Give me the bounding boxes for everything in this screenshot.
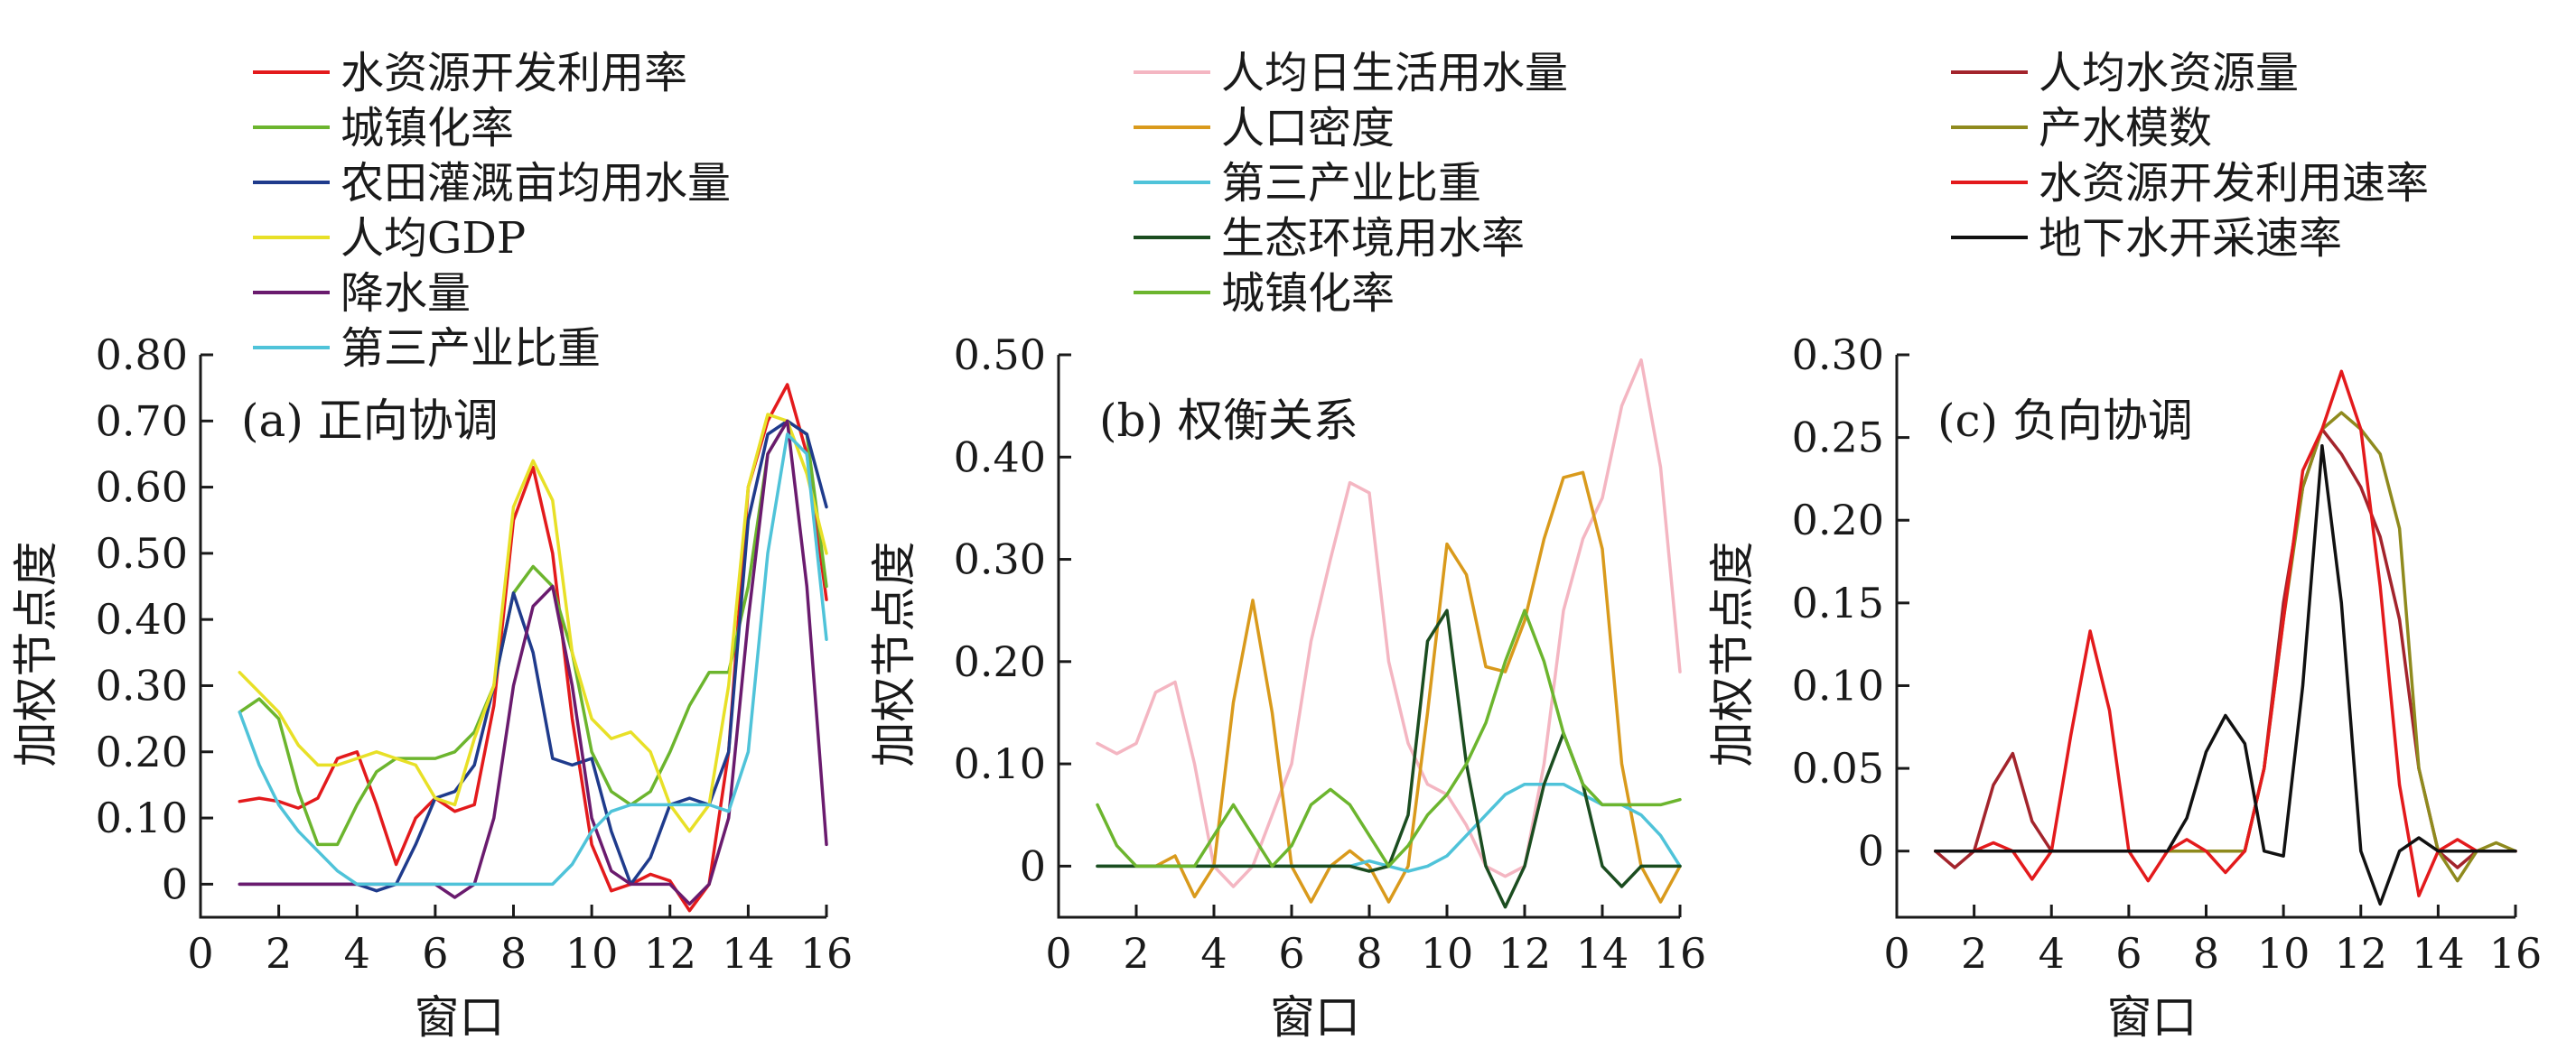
x-tick-label: 10 bbox=[2257, 929, 2310, 978]
x-tick-label: 0 bbox=[1883, 929, 1909, 978]
series-line bbox=[238, 413, 828, 833]
legend-label: 第三产业比重 bbox=[341, 323, 601, 374]
y-tick-label: 0.15 bbox=[1792, 579, 1884, 627]
x-tick-label: 6 bbox=[2115, 929, 2142, 978]
series-line bbox=[1934, 369, 2517, 897]
x-tick-label: 8 bbox=[2193, 929, 2219, 978]
x-tick-label: 2 bbox=[1123, 929, 1149, 978]
x-tick-label: 8 bbox=[1356, 929, 1382, 978]
y-tick-label: 0.40 bbox=[96, 595, 188, 644]
y-tick-label: 0 bbox=[1858, 827, 1884, 876]
y-tick-label: 0.60 bbox=[96, 463, 188, 512]
series-line bbox=[238, 419, 828, 893]
series-line bbox=[238, 432, 828, 887]
y-tick-label: 0.30 bbox=[954, 535, 1046, 584]
legend-label: 地下水开采速率 bbox=[2039, 213, 2342, 264]
x-tick-label: 2 bbox=[1961, 929, 1987, 978]
series-line bbox=[1096, 470, 1682, 904]
chart-panel-3: 0 2 4 6 8 10 12 14 16 0 0.05 0.10 0.15 0.20 0.25 0.30 窗口… bbox=[1706, 48, 2542, 1044]
y-tick-label: 0.10 bbox=[96, 794, 188, 842]
y-tick-label: 0.80 bbox=[96, 330, 188, 379]
legend-label: 水资源开发利用率 bbox=[341, 48, 687, 98]
x-tick-label: 12 bbox=[2334, 929, 2387, 978]
legend-label: 水资源开发利用速率 bbox=[2039, 158, 2429, 209]
x-axis-title: 窗口 bbox=[415, 991, 505, 1044]
x-tick-label: 4 bbox=[344, 929, 370, 978]
legend-label: 人均水资源量 bbox=[2039, 48, 2299, 98]
x-tick-label: 12 bbox=[643, 929, 696, 978]
panel-label: (b) 权衡关系 bbox=[1099, 395, 1358, 447]
legend-label: 农田灌溉亩均用水量 bbox=[341, 158, 731, 209]
x-tick-label: 16 bbox=[1654, 929, 1707, 978]
y-tick-label: 0.25 bbox=[1792, 413, 1884, 462]
legend-label: 降水量 bbox=[341, 268, 471, 319]
x-tick-label: 2 bbox=[266, 929, 292, 978]
y-axis-title: 加权节点度 bbox=[10, 542, 62, 767]
y-tick-label: 0.30 bbox=[96, 661, 188, 710]
x-tick-label: 16 bbox=[800, 929, 854, 978]
y-tick-label: 0.20 bbox=[1792, 496, 1884, 544]
y-tick-label: 0.20 bbox=[954, 637, 1046, 686]
y-tick-label: 0.70 bbox=[96, 396, 188, 445]
x-tick-label: 14 bbox=[1576, 929, 1629, 978]
legend-label: 生态环境用水率 bbox=[1221, 213, 1525, 264]
legend-label: 城镇化率 bbox=[1221, 268, 1395, 319]
x-tick-label: 12 bbox=[1498, 929, 1552, 978]
chart-panel-1: 0 2 4 6 8 10 12 14 16 0 0.10 0.20 0.30 0.40 0.50 0.60 0.… bbox=[10, 48, 853, 1044]
x-tick-label: 0 bbox=[1045, 929, 1071, 978]
x-tick-label: 16 bbox=[2489, 929, 2543, 978]
y-tick-label: 0.40 bbox=[954, 432, 1046, 481]
y-tick-label: 0 bbox=[162, 859, 188, 908]
y-tick-label: 0.05 bbox=[1792, 744, 1884, 793]
y-axis-title: 加权节点度 bbox=[868, 542, 920, 767]
y-tick-label: 0.20 bbox=[96, 728, 188, 776]
x-tick-label: 4 bbox=[2039, 929, 2065, 978]
panel-label: (a) 正向协调 bbox=[241, 395, 499, 447]
x-tick-label: 6 bbox=[422, 929, 448, 978]
x-tick-label: 10 bbox=[565, 929, 619, 978]
y-tick-label: 0 bbox=[1020, 841, 1046, 890]
y-tick-label: 0.30 bbox=[1792, 330, 1884, 379]
chart-panel-2: 0 2 4 6 8 10 12 14 16 0 0.10 0.20 0.30 0.40 0.50 窗口 加权节点… bbox=[868, 48, 1706, 1044]
series-line bbox=[238, 419, 828, 906]
x-axis-title: 窗口 bbox=[1270, 991, 1360, 1044]
series-line bbox=[1096, 608, 1682, 869]
legend-label: 人均GDP bbox=[341, 213, 526, 264]
y-tick-label: 0.50 bbox=[96, 529, 188, 578]
y-tick-label: 0.50 bbox=[954, 330, 1046, 379]
x-axis-title: 窗口 bbox=[2107, 991, 2198, 1044]
panel-label: (c) 负向协调 bbox=[1937, 395, 2193, 447]
legend-label: 城镇化率 bbox=[341, 103, 514, 153]
x-tick-label: 14 bbox=[2412, 929, 2465, 978]
legend-label: 人口密度 bbox=[1221, 103, 1395, 153]
legend-label: 产水模数 bbox=[2039, 103, 2212, 153]
legend-label: 人均日生活用水量 bbox=[1221, 48, 1568, 98]
series-line bbox=[1096, 358, 1682, 888]
x-tick-label: 0 bbox=[187, 929, 213, 978]
legend-label: 第三产业比重 bbox=[1221, 158, 1481, 209]
x-tick-label: 6 bbox=[1278, 929, 1304, 978]
x-tick-label: 14 bbox=[722, 929, 775, 978]
y-tick-label: 0.10 bbox=[954, 739, 1046, 788]
series-line bbox=[1934, 444, 2517, 906]
x-tick-label: 4 bbox=[1200, 929, 1227, 978]
x-tick-label: 8 bbox=[500, 929, 527, 978]
x-tick-label: 10 bbox=[1421, 929, 1474, 978]
y-axis-title: 加权节点度 bbox=[1706, 542, 1759, 767]
series-line bbox=[1934, 411, 2517, 883]
y-tick-label: 0.10 bbox=[1792, 661, 1884, 710]
series-line bbox=[1934, 427, 2517, 869]
